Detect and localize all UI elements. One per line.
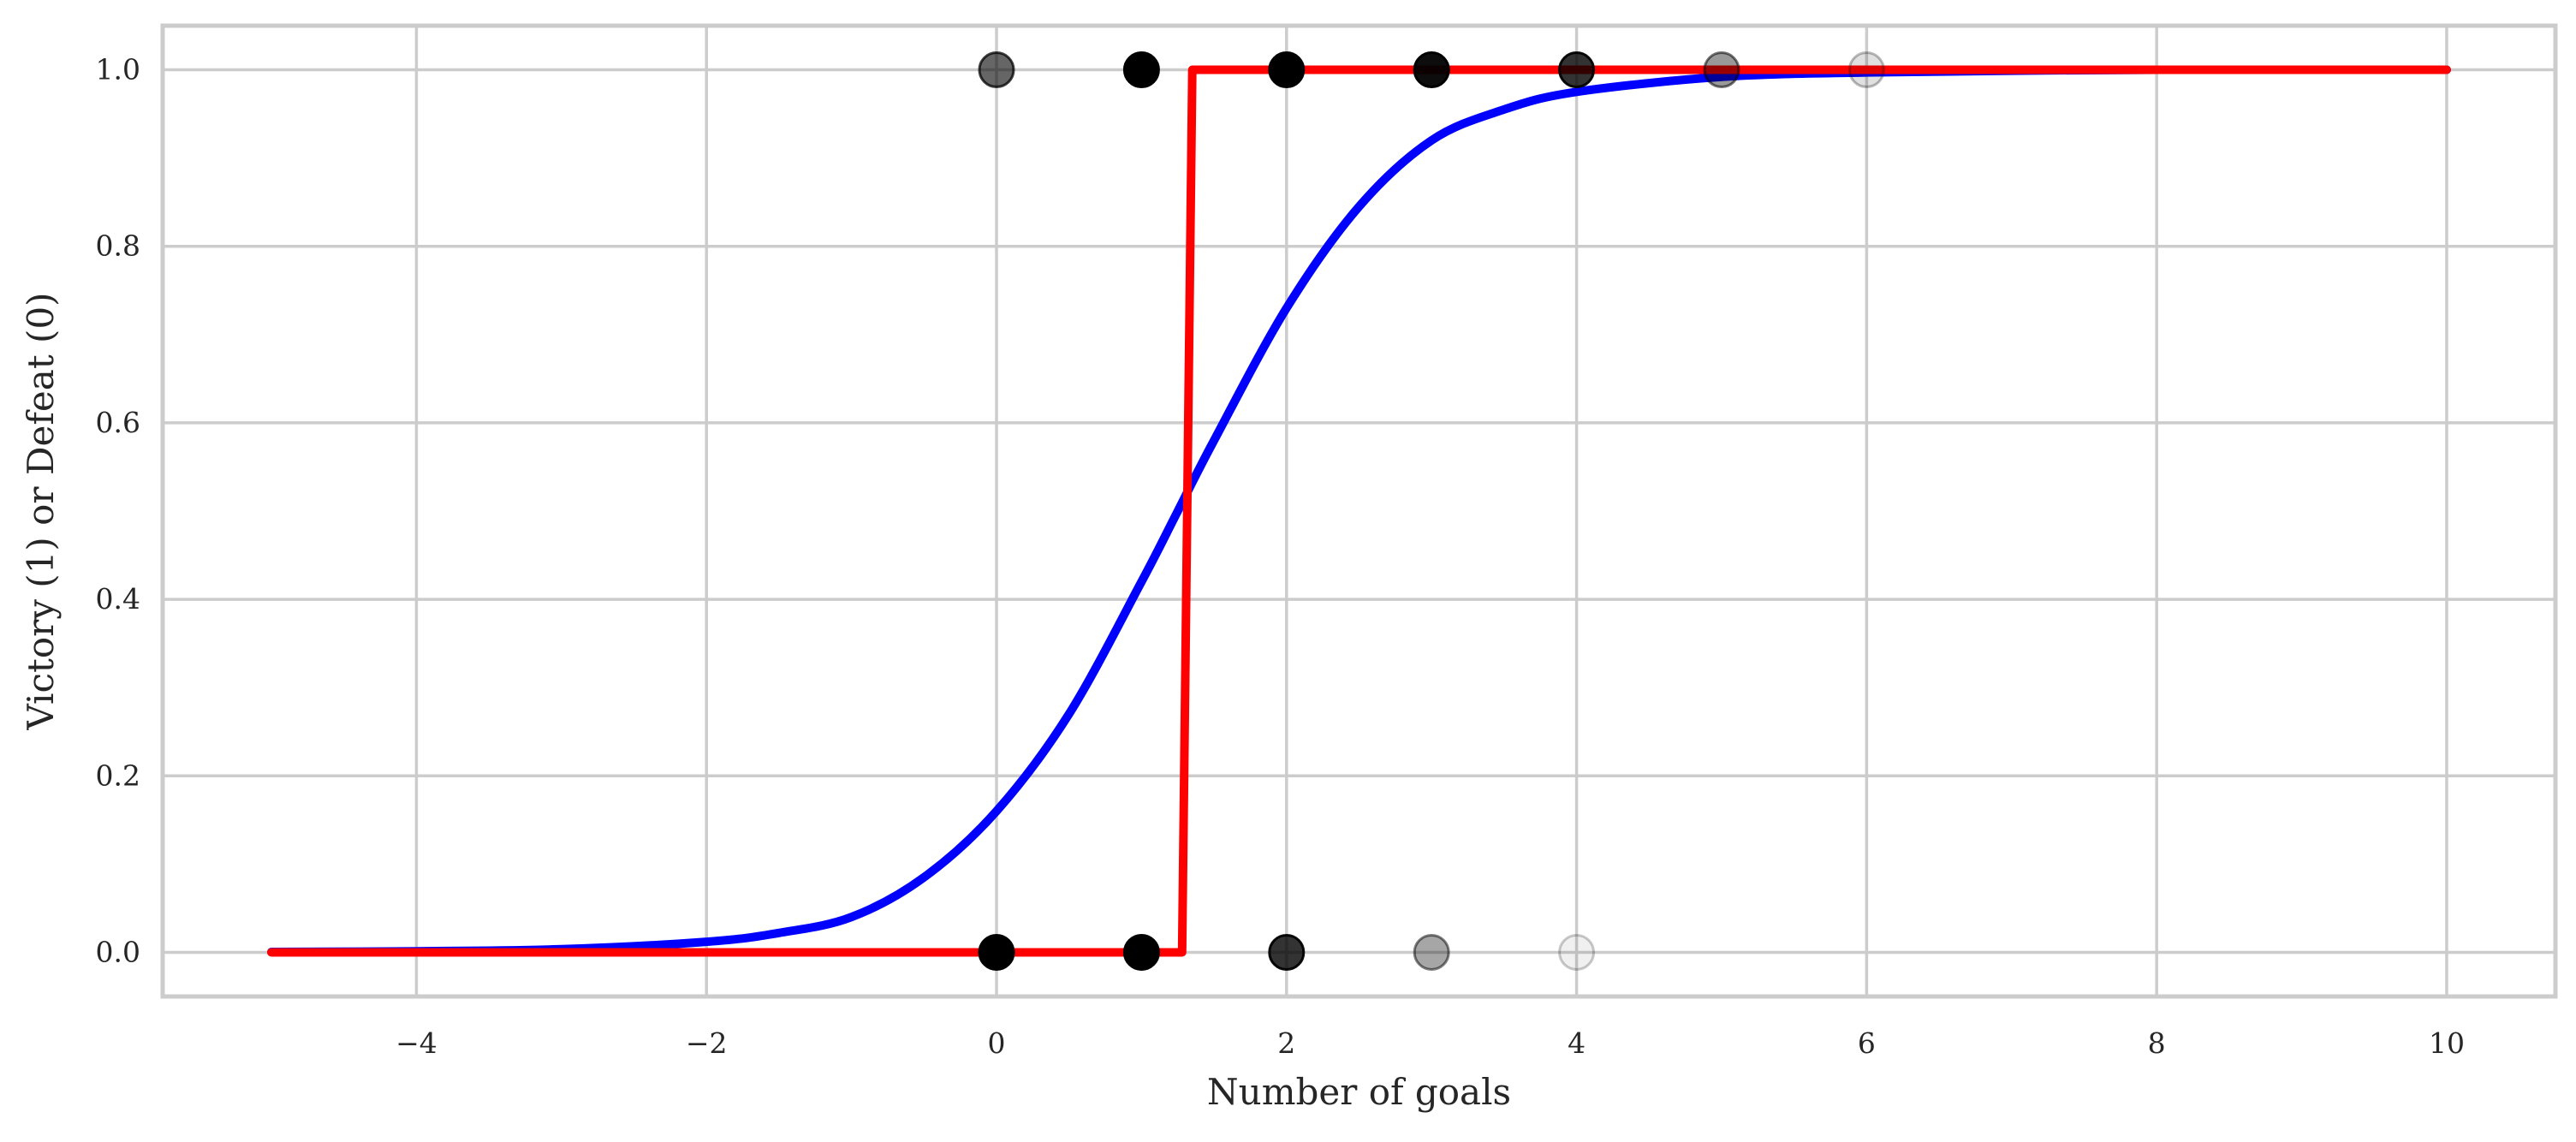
plot-frame [160,23,2558,999]
x-tick-label: 8 [2148,1026,2166,1060]
data-point [1268,933,1306,971]
y-axis-label: Victory (1) or Defeat (0) [20,292,62,730]
data-point [1703,51,1740,89]
x-tick-label: 2 [1277,1026,1295,1060]
x-tick-label: 10 [2429,1026,2465,1060]
logistic-curve [267,65,2451,956]
y-tick-label: 0.0 [96,935,140,968]
step-threshold-line [267,65,2451,957]
data-point [1122,51,1160,89]
x-tick-label: −2 [686,1026,728,1060]
data-point [1558,933,1596,971]
data-point [978,933,1015,971]
data-point [1122,933,1160,971]
y-tick-label: 0.2 [96,758,140,792]
x-tick-label: −4 [396,1026,437,1060]
data-points [978,51,1885,971]
data-point [1268,51,1306,89]
series-lines [267,65,2451,957]
y-tick-label: 1.0 [96,53,140,86]
grid [163,26,2555,996]
y-tick-label: 0.4 [96,582,140,616]
x-tick-label: 4 [1568,1026,1585,1060]
x-tick-labels: −4 −2 0 2 4 6 8 10 [396,1026,2465,1060]
data-point [1413,933,1450,971]
x-axis-label: Number of goals [1207,1071,1511,1113]
data-point [1847,51,1885,89]
data-point [1558,51,1596,89]
x-tick-label: 0 [988,1026,1006,1060]
data-point [1413,51,1450,89]
y-tick-labels: 0.0 0.2 0.4 0.6 0.8 1.0 [96,53,140,969]
y-tick-label: 0.8 [96,229,140,263]
y-tick-label: 0.6 [96,406,140,439]
data-point [978,51,1015,89]
x-tick-label: 6 [1858,1026,1876,1060]
